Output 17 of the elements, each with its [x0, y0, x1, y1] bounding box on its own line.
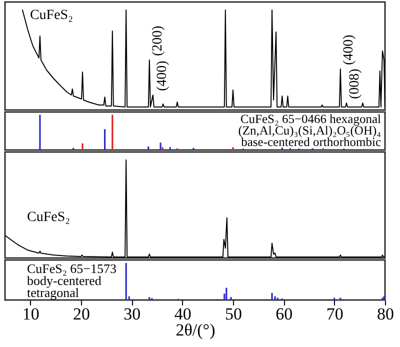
x-tick-label: 60 — [276, 304, 293, 324]
annotation: (200) — [150, 25, 166, 56]
annotation: (400) — [154, 60, 170, 91]
annotation: CuFeS₂ 65−0466 hexagonal — [240, 112, 382, 126]
annotation: CuFeS₂ — [27, 210, 70, 225]
annotation: (008) — [347, 68, 362, 99]
x-tick-label: 50 — [225, 304, 242, 324]
x-tick-label: 70 — [326, 304, 344, 324]
x-tick-label: 20 — [73, 304, 90, 324]
x-tick-label: 40 — [174, 304, 192, 324]
annotation: CuFeS₂ 65−1573 — [27, 261, 117, 276]
x-tick-label: 30 — [124, 304, 141, 324]
annotation: CuFeS₂ — [30, 8, 74, 23]
x-axis-title: 2θ/(°) — [176, 320, 216, 340]
annotation: (400) — [341, 34, 356, 65]
x-tick-label: 80 — [377, 304, 394, 324]
x-tick-label: 10 — [22, 304, 40, 324]
